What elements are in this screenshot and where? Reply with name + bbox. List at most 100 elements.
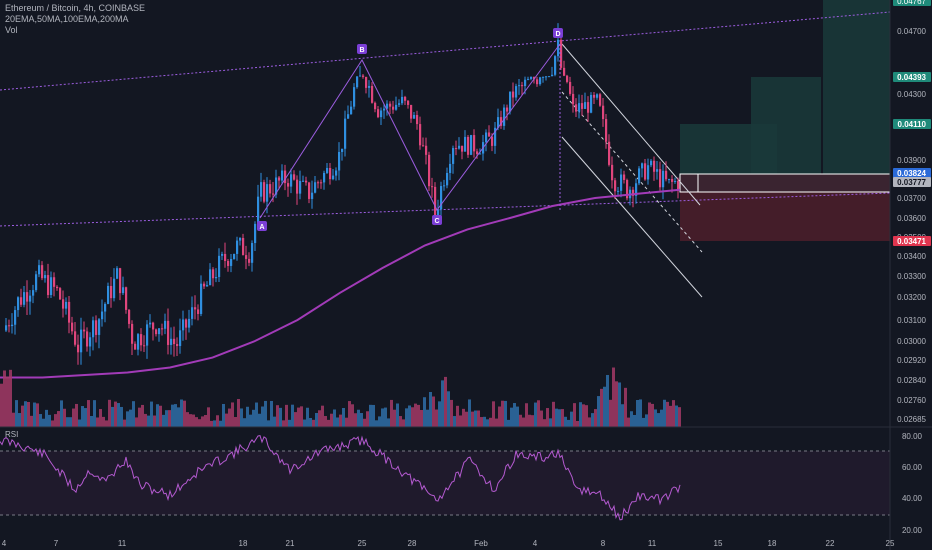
volume-bar — [60, 400, 63, 427]
volume-bar — [225, 413, 228, 427]
candle-body — [338, 151, 341, 171]
candle-body — [584, 102, 587, 109]
time-tick-label: 21 — [286, 539, 295, 548]
candle-body — [368, 85, 371, 88]
price-label-top: 0.04767 — [897, 0, 926, 6]
volume-bar — [348, 401, 351, 427]
candle-body — [530, 76, 533, 79]
volume-bar — [3, 370, 6, 427]
volume-bar — [420, 410, 423, 427]
rsi-tick-label: 40.00 — [902, 494, 923, 503]
volume-bar — [486, 419, 489, 427]
volume-bar — [546, 408, 549, 427]
candle-body — [407, 100, 410, 105]
rsi-label: RSI — [5, 430, 19, 439]
rsi-line — [0, 435, 681, 521]
abcd-pattern — [259, 43, 561, 219]
candle-body — [500, 117, 503, 126]
price-tick-label: 0.02760 — [897, 396, 926, 405]
volume-bar — [450, 399, 453, 427]
candle-body — [314, 182, 317, 193]
candle-body — [608, 141, 611, 165]
candle-body — [176, 344, 179, 346]
volume-bar — [570, 411, 573, 427]
candle-body — [8, 325, 11, 327]
volume-bar — [249, 414, 252, 427]
volume-bar — [267, 420, 270, 427]
candle-body — [206, 285, 209, 287]
volume-bar — [180, 399, 183, 427]
volume-bar — [111, 406, 114, 427]
price-label-value: 0.03777 — [897, 178, 926, 187]
candle-body — [647, 165, 650, 180]
volume-bar — [618, 382, 621, 427]
candle-body — [137, 334, 140, 350]
pattern-point-label: C — [434, 218, 439, 225]
volume-bar — [18, 413, 21, 427]
candle-body — [578, 103, 581, 112]
price-tick-label: 0.02840 — [897, 376, 926, 385]
candle-body — [401, 96, 404, 104]
price-label-value: 0.04393 — [897, 73, 926, 82]
volume-bar — [177, 407, 180, 427]
volume-bar — [363, 418, 366, 427]
price-pane[interactable]: A B C D — [0, 0, 891, 379]
candle-body — [248, 258, 251, 263]
candle-body — [221, 253, 224, 256]
candle-body — [659, 169, 662, 188]
volume-bar — [561, 409, 564, 427]
volume-bar — [624, 387, 627, 427]
candle-body — [95, 320, 98, 335]
candle-body — [389, 103, 392, 107]
candle-body — [173, 338, 176, 345]
candle-body — [359, 75, 362, 77]
candle-body — [539, 77, 542, 85]
volume-bar — [456, 405, 459, 427]
volume-bar — [543, 419, 546, 427]
candle-body — [14, 310, 17, 325]
volume-bar — [495, 418, 498, 427]
candle-body — [107, 285, 110, 304]
candle-body — [308, 182, 311, 199]
candle-body — [443, 185, 446, 187]
candle-body — [23, 292, 26, 305]
volume-bar — [513, 403, 516, 427]
volume-label: Vol — [5, 25, 18, 35]
volume-bar — [471, 411, 474, 427]
volume-bar — [390, 399, 393, 427]
candle-body — [35, 274, 38, 291]
price-axis[interactable]: 0.047000.045000.043000.039000.037000.036… — [893, 0, 931, 535]
price-label-box — [893, 119, 931, 129]
volume-bar — [162, 414, 165, 427]
candle-body — [371, 85, 374, 103]
volume-bar — [441, 380, 444, 427]
volume-bar — [426, 409, 429, 427]
volume-bar — [57, 411, 60, 427]
candle-body — [479, 153, 482, 155]
volume-bar — [75, 403, 78, 427]
candle-body — [293, 174, 296, 180]
candle-body — [296, 179, 299, 194]
candle-body — [554, 56, 557, 75]
volume-bar — [219, 420, 222, 427]
time-tick-label: 7 — [54, 539, 59, 548]
volume-bar — [72, 408, 75, 427]
candle-body — [125, 287, 128, 310]
candle-body — [188, 318, 191, 328]
candle-body — [434, 186, 437, 217]
time-axis[interactable]: 4 7 11 18 21 25 28 Feb 4 8 11 15 18 22 25 — [2, 539, 895, 548]
candle-body — [287, 183, 290, 187]
candle-body — [41, 265, 44, 279]
volume-bar — [606, 374, 609, 427]
price-tick-label: 0.03900 — [897, 156, 926, 165]
volume-bar — [444, 376, 447, 427]
volume-bar — [399, 416, 402, 427]
candle-body — [581, 103, 584, 109]
volume-bar — [222, 403, 225, 427]
candle-body — [374, 102, 377, 110]
volume-bar — [204, 414, 207, 427]
candle-body — [398, 103, 401, 105]
rsi-pane[interactable] — [0, 435, 890, 521]
volume-bar — [42, 418, 45, 427]
